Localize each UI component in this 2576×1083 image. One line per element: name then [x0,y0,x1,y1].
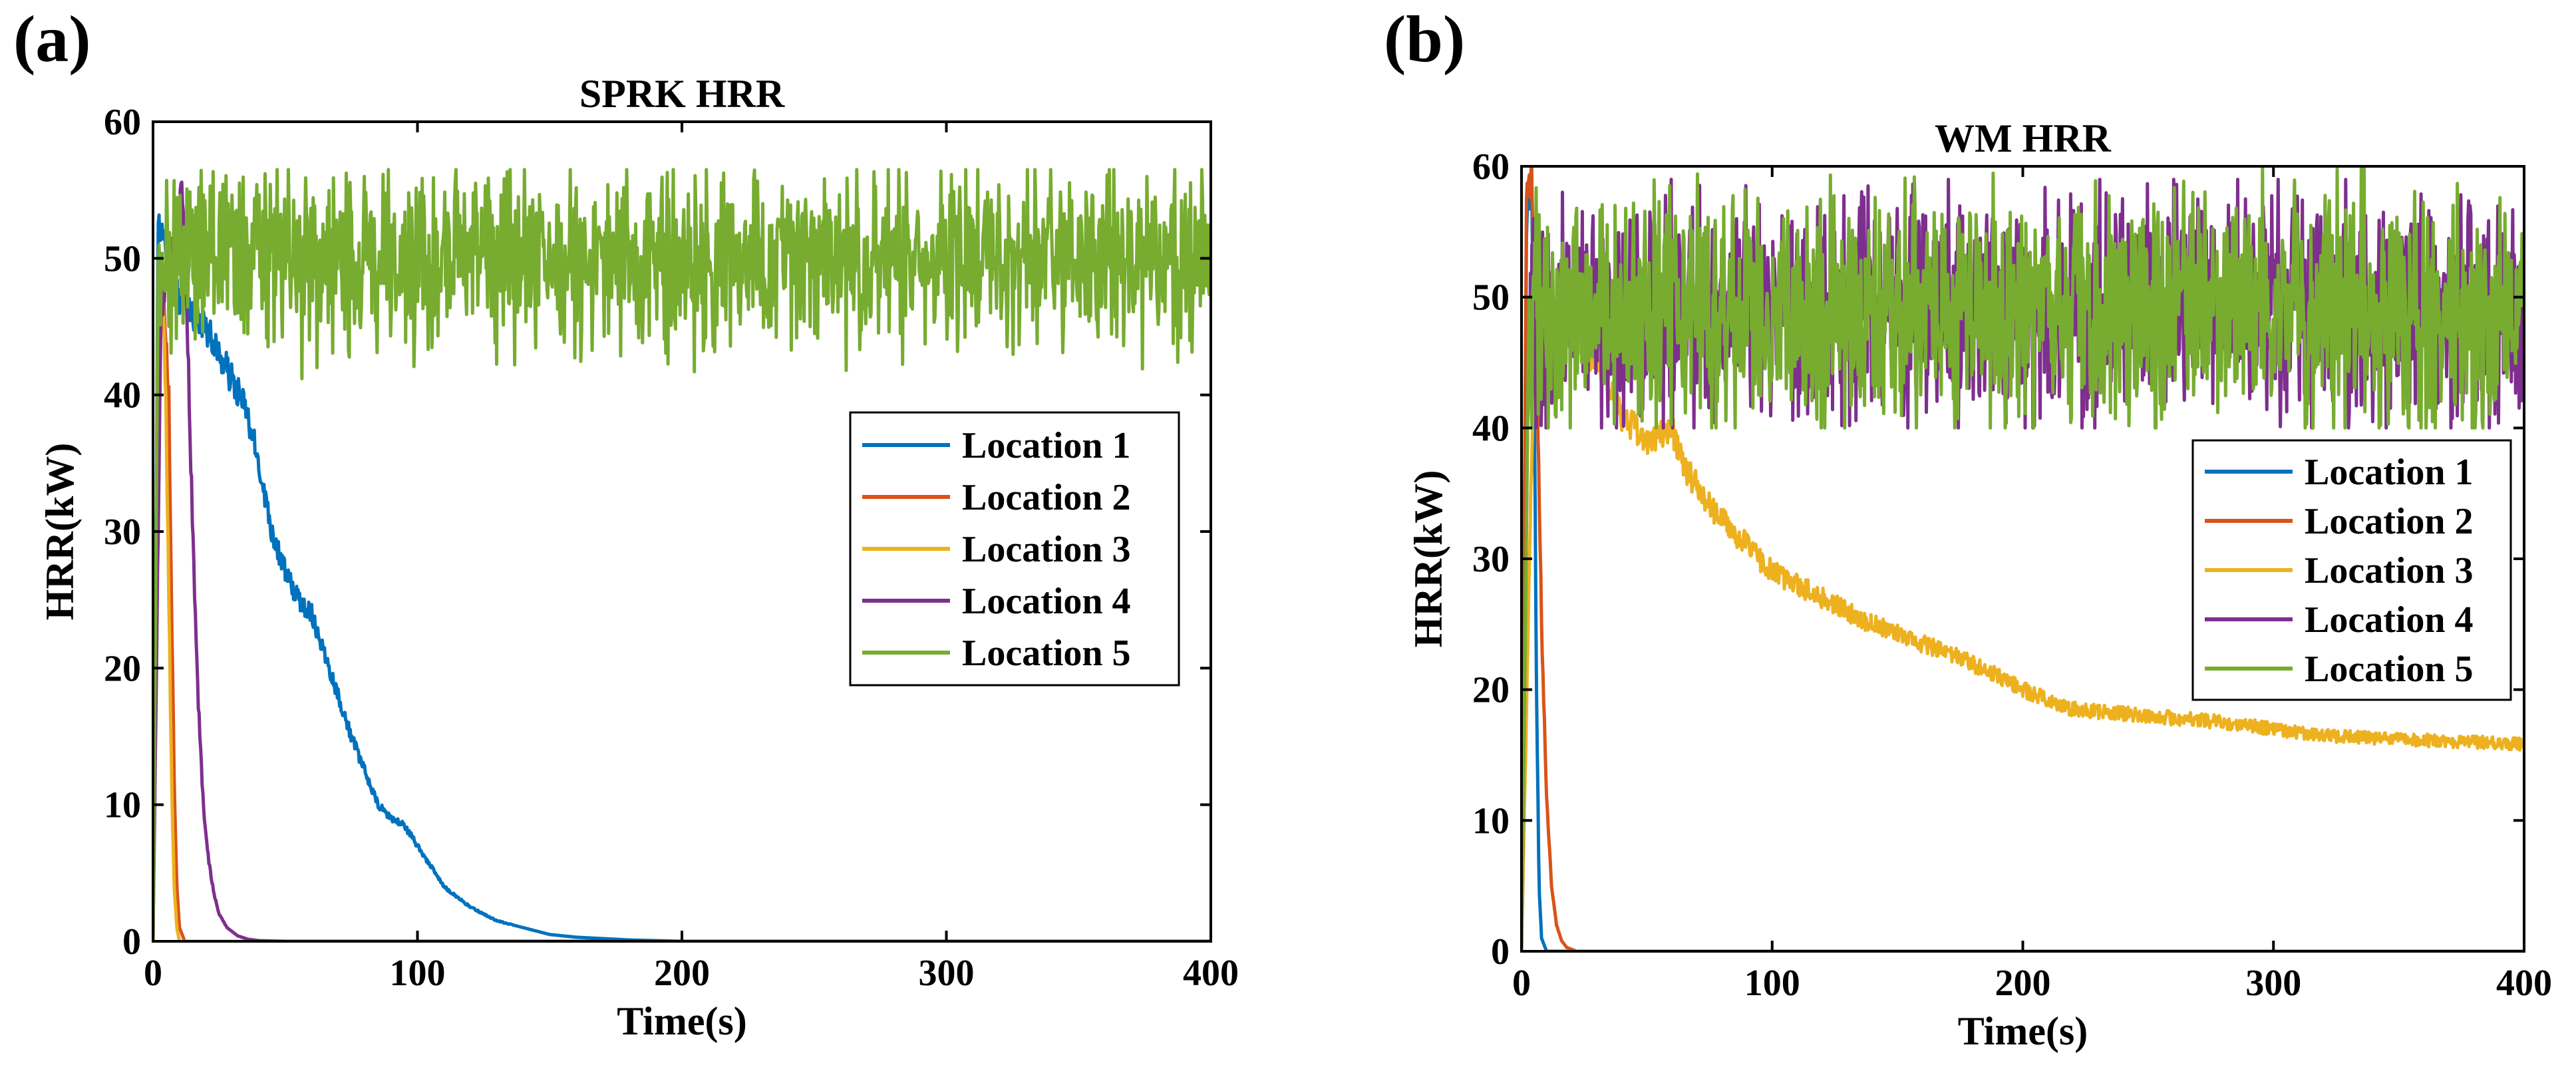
x-tick-label: 100 [390,953,446,994]
y-tick-label: 0 [122,921,141,963]
y-tick-label: 40 [104,375,141,416]
chart-title: WM HRR [1935,116,2112,160]
series-group [1522,166,2524,951]
x-tick-label: 300 [919,953,975,994]
series-group [153,168,1211,941]
legend-label-location-4: Location 4 [962,581,1131,622]
y-tick-label: 50 [1472,277,1510,319]
x-axis-label: Time(s) [1958,1009,2088,1053]
panel-label-b: (b) [1384,2,1465,76]
x-tick-label: 0 [1512,963,1531,1004]
series-line-location-5 [1522,166,2524,951]
x-tick-label: 0 [144,953,162,994]
y-axis-label: HRR(kW) [1406,470,1450,648]
legend-label-location-2: Location 2 [2305,501,2474,542]
y-tick-label: 30 [104,512,141,553]
y-tick-label: 60 [1472,146,1510,188]
y-tick-label: 20 [104,648,141,689]
series-line-location-3 [1522,309,2524,951]
series-line-location-1 [153,213,1211,941]
legend-label-location-3: Location 3 [962,529,1131,570]
legend-label-location-4: Location 4 [2305,599,2474,641]
x-tick-label: 200 [1995,963,2051,1004]
series-line-location-5 [153,168,1211,941]
legend-label-location-3: Location 3 [2305,550,2474,591]
y-tick-label: 40 [1472,408,1510,449]
legend-label-location-5: Location 5 [962,633,1131,674]
y-tick-label: 60 [104,102,141,143]
legend-label-location-5: Location 5 [2305,649,2474,690]
legend-label-location-2: Location 2 [962,477,1131,518]
y-tick-label: 50 [104,238,141,279]
x-tick-label: 100 [1744,963,1800,1004]
chart-title: SPRK HRR [579,72,785,116]
y-tick-label: 10 [1472,800,1510,842]
y-tick-label: 20 [1472,670,1510,711]
x-axis-label: Time(s) [617,999,747,1043]
x-tick-label: 400 [2496,963,2552,1004]
legend-label-location-1: Location 1 [2305,452,2474,493]
y-axis-label: HRR(kW) [38,443,82,621]
y-tick-label: 30 [1472,539,1510,580]
x-tick-label: 400 [1183,953,1239,994]
panel-b: (b) WM HRR 0 100 200 300 400 0 10 20 30 40 50 60 Time… [1384,2,2552,1053]
y-tick-label: 10 [104,785,141,826]
panel-label-a: (a) [13,2,91,76]
x-tick-label: 300 [2245,963,2301,1004]
y-tick-label: 0 [1491,931,1510,973]
panel-a: (a) SPRK HRR 0 100 200 300 400 0 10 20 30 40 50 60 Ti… [13,2,1239,1043]
legend-label-location-1: Location 1 [962,425,1131,466]
x-tick-label: 200 [654,953,710,994]
